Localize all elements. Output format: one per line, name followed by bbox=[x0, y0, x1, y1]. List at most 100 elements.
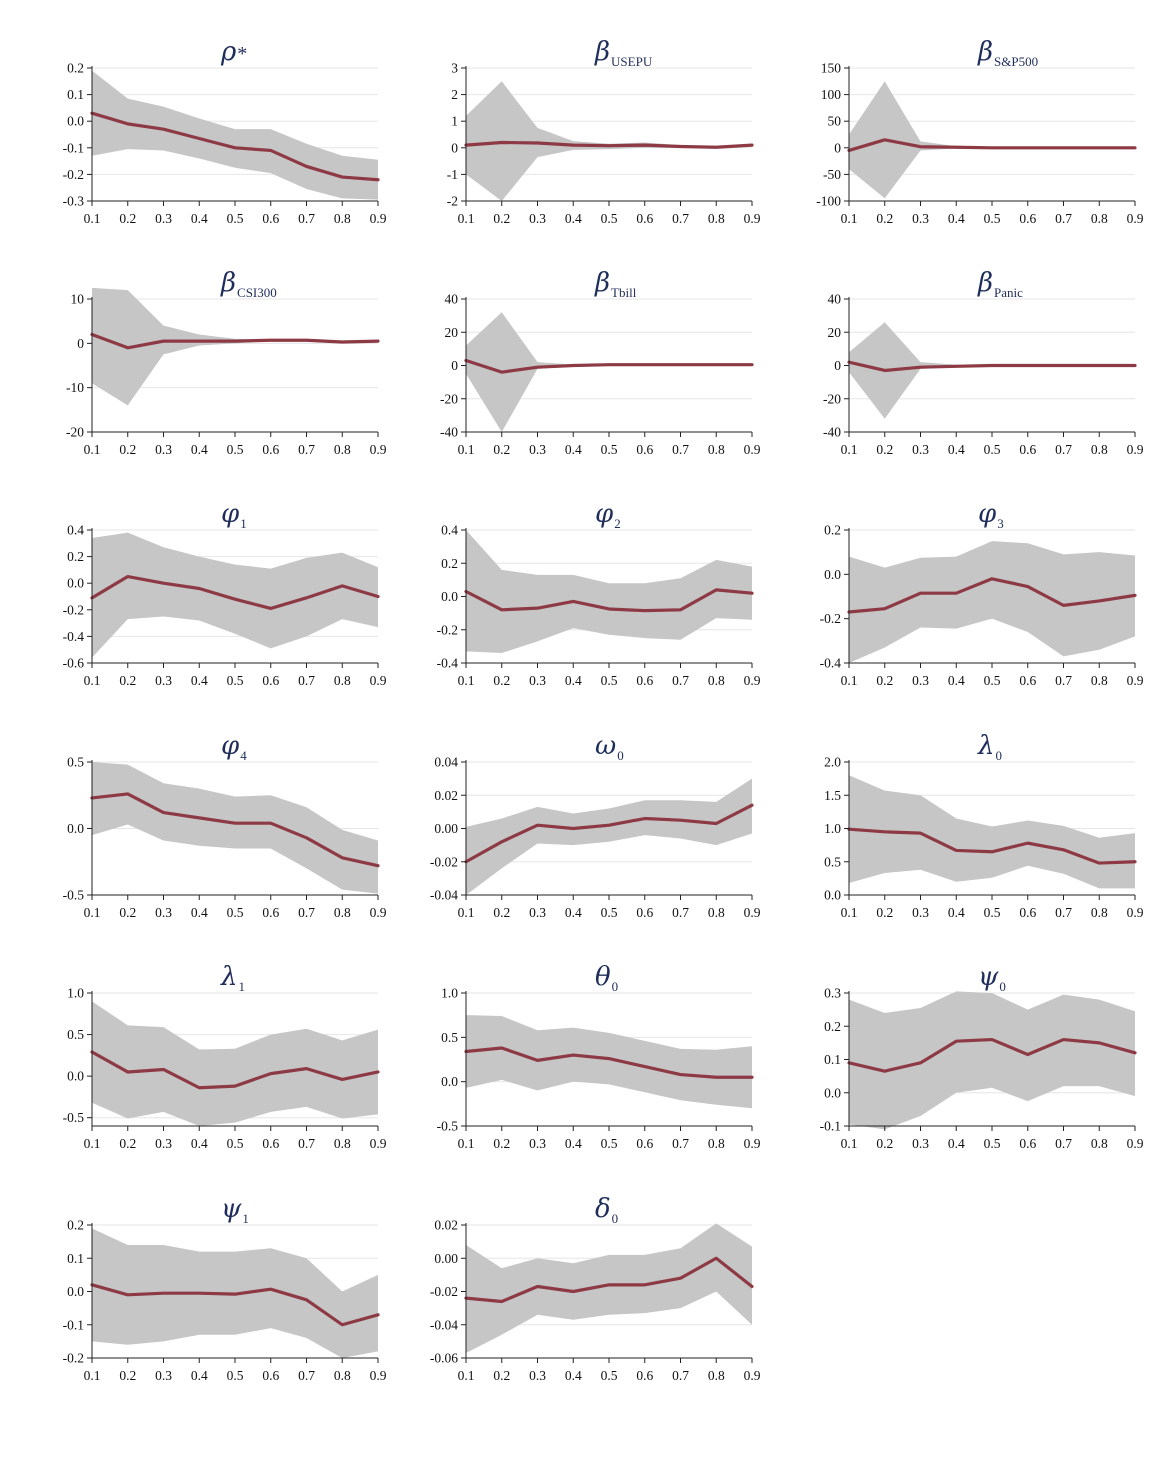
panel-title: ω0 bbox=[595, 731, 624, 763]
y-tick-label: 0.2 bbox=[67, 1218, 84, 1233]
y-tick-label: 0.5 bbox=[441, 1030, 458, 1045]
panel-13: -0.5 0.0 0.5 1.0 0.1 0.2 0.3 0.4 0.5 0.6 0.7 0.8 0.9… bbox=[63, 962, 387, 1151]
panel-10: -0.5 0.0 0.5 0.1 0.2 0.3 0.4 0.5 0.6 0.7 0.8 0.9 φ4 bbox=[63, 731, 387, 920]
x-tick-label: 0.8 bbox=[708, 1368, 725, 1383]
x-tick-label: 0.9 bbox=[1127, 673, 1144, 688]
x-tick-label: 0.4 bbox=[565, 442, 582, 457]
x-tick-label: 0.1 bbox=[458, 1136, 475, 1151]
panel-title: ψ0 bbox=[978, 962, 1006, 994]
y-tick-label: 0.0 bbox=[441, 589, 458, 604]
y-tick-label: -20 bbox=[823, 391, 841, 406]
panel-title: θ0 bbox=[595, 962, 618, 994]
x-tick-label: 0.7 bbox=[672, 1136, 689, 1151]
y-tick-label: 0.5 bbox=[67, 1027, 84, 1042]
x-tick-label: 0.6 bbox=[262, 673, 279, 688]
confidence-band bbox=[92, 532, 378, 658]
x-tick-label: 0.2 bbox=[119, 442, 136, 457]
x-tick-label: 0.5 bbox=[984, 1136, 1001, 1151]
x-tick-label: 0.7 bbox=[1055, 442, 1072, 457]
x-tick-label: 0.7 bbox=[672, 1368, 689, 1383]
confidence-band bbox=[92, 1001, 378, 1126]
y-tick-label: 0.0 bbox=[824, 567, 841, 582]
x-tick-label: 0.6 bbox=[1019, 442, 1036, 457]
x-tick-label: 0.5 bbox=[984, 673, 1001, 688]
x-tick-label: 0.4 bbox=[948, 211, 965, 226]
y-tick-label: -0.5 bbox=[63, 888, 85, 903]
y-tick-label: 0 bbox=[77, 336, 84, 351]
x-tick-label: 0.6 bbox=[262, 1368, 279, 1383]
x-tick-label: 0.3 bbox=[529, 673, 546, 688]
y-tick-label: 20 bbox=[445, 325, 459, 340]
y-tick-label: 20 bbox=[828, 325, 842, 340]
x-tick-label: 0.5 bbox=[227, 905, 244, 920]
x-tick-label: 0.9 bbox=[370, 442, 387, 457]
confidence-band bbox=[92, 287, 378, 406]
x-tick-label: 0.7 bbox=[298, 442, 315, 457]
x-tick-label: 0.1 bbox=[84, 211, 101, 226]
x-tick-label: 0.9 bbox=[1127, 442, 1144, 457]
y-tick-label: 0.0 bbox=[67, 114, 84, 129]
y-tick-label: 0.0 bbox=[67, 821, 84, 836]
x-tick-label: 0.5 bbox=[227, 442, 244, 457]
x-tick-label: 0.7 bbox=[298, 1136, 315, 1151]
y-tick-label: 0.02 bbox=[434, 788, 458, 803]
y-tick-label: 1.0 bbox=[824, 821, 841, 836]
x-tick-label: 0.6 bbox=[262, 442, 279, 457]
x-tick-label: 0.3 bbox=[529, 1136, 546, 1151]
panel-17: -0.06 -0.04 -0.02 0.00 0.02 0.1 0.2 0.3 0.4 0.5 0.… bbox=[430, 1194, 761, 1383]
panel-8: -0.4 -0.2 0.0 0.2 0.4 0.1 0.2 0.3 0.4 0.5 0.6 0.7 0.… bbox=[437, 499, 761, 688]
confidence-band bbox=[92, 70, 378, 200]
y-tick-label: -0.4 bbox=[820, 656, 842, 671]
x-tick-label: 0.4 bbox=[191, 211, 208, 226]
x-tick-label: 0.5 bbox=[227, 211, 244, 226]
y-tick-label: -0.06 bbox=[430, 1351, 458, 1366]
y-tick-label: -0.2 bbox=[820, 611, 841, 626]
panel-16: -0.2 -0.1 0.0 0.1 0.2 0.1 0.2 0.3 0.4 0.5 0.6 0.7 0.… bbox=[63, 1194, 387, 1383]
y-tick-label: -2 bbox=[447, 194, 458, 209]
x-tick-label: 0.8 bbox=[1091, 1136, 1108, 1151]
x-tick-label: 0.1 bbox=[84, 1368, 101, 1383]
x-tick-label: 0.6 bbox=[1019, 1136, 1036, 1151]
x-tick-label: 0.8 bbox=[708, 211, 725, 226]
x-tick-label: 0.3 bbox=[529, 442, 546, 457]
confidence-band bbox=[466, 312, 752, 432]
x-tick-label: 0.3 bbox=[912, 211, 929, 226]
x-tick-label: 0.7 bbox=[672, 905, 689, 920]
x-tick-label: 0.4 bbox=[948, 905, 965, 920]
estimate-line bbox=[90, 1050, 380, 1090]
x-tick-label: 0.6 bbox=[262, 1136, 279, 1151]
y-tick-label: 40 bbox=[445, 292, 459, 307]
x-tick-label: 0.8 bbox=[334, 442, 351, 457]
y-tick-label: -0.2 bbox=[63, 1351, 84, 1366]
x-tick-label: 0.5 bbox=[984, 905, 1001, 920]
y-tick-label: -50 bbox=[823, 167, 841, 182]
x-tick-label: 0.2 bbox=[119, 1136, 136, 1151]
x-tick-label: 0.2 bbox=[876, 211, 893, 226]
y-tick-label: 0.2 bbox=[441, 556, 458, 571]
y-tick-label: -0.6 bbox=[63, 656, 85, 671]
y-tick-label: 0.1 bbox=[824, 1052, 841, 1067]
estimate-line bbox=[847, 577, 1137, 614]
y-tick-label: -0.4 bbox=[63, 629, 85, 644]
y-tick-label: 0.3 bbox=[824, 986, 841, 1001]
y-tick-label: 0 bbox=[451, 358, 458, 373]
x-tick-label: 0.3 bbox=[529, 211, 546, 226]
x-tick-label: 0.5 bbox=[601, 905, 618, 920]
x-tick-label: 0.6 bbox=[1019, 905, 1036, 920]
x-tick-label: 0.2 bbox=[876, 442, 893, 457]
x-tick-label: 0.2 bbox=[493, 442, 510, 457]
y-tick-label: 0 bbox=[834, 140, 841, 155]
panel-title: δ0 bbox=[595, 1194, 618, 1226]
panel-1: -0.3 -0.2 -0.1 0.0 0.1 0.2 0.1 0.2 0.3 0.4 0.5 0.6 0… bbox=[63, 37, 387, 226]
panel-title: φ1 bbox=[221, 499, 247, 531]
y-tick-label: 0.0 bbox=[441, 1074, 458, 1089]
x-tick-label: 0.9 bbox=[744, 442, 761, 457]
y-tick-label: 2.0 bbox=[824, 755, 841, 770]
y-tick-label: 0.1 bbox=[67, 1251, 84, 1266]
x-tick-label: 0.6 bbox=[262, 211, 279, 226]
y-tick-label: 0.0 bbox=[67, 1069, 84, 1084]
y-tick-label: -20 bbox=[440, 391, 458, 406]
confidence-band bbox=[849, 775, 1135, 889]
y-tick-label: -0.2 bbox=[437, 622, 458, 637]
x-tick-label: 0.9 bbox=[1127, 1136, 1144, 1151]
